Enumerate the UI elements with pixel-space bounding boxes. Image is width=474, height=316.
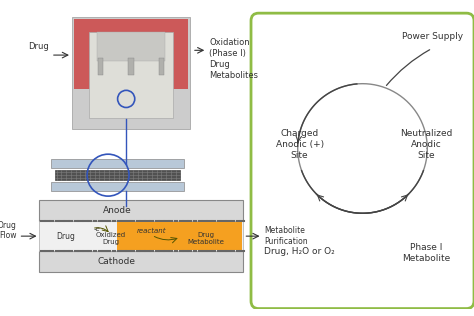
Bar — [51, 159, 184, 168]
Text: Power Supply: Power Supply — [401, 33, 463, 41]
Bar — [55, 170, 181, 180]
Bar — [39, 200, 243, 221]
Text: Drug: Drug — [57, 232, 75, 241]
Text: Drug
Flow: Drug Flow — [0, 221, 17, 240]
Text: Oxidized
Drug: Oxidized Drug — [96, 233, 126, 246]
Text: Phase I
Metabolite: Phase I Metabolite — [402, 243, 450, 263]
Text: Charged
Anodic (+)
Site: Charged Anodic (+) Site — [275, 129, 324, 160]
Text: Drug: Drug — [28, 42, 49, 51]
Bar — [39, 221, 243, 252]
Bar — [128, 58, 134, 75]
Bar — [39, 252, 243, 272]
Bar — [159, 58, 164, 75]
Bar — [89, 32, 173, 118]
Text: Metabolite
Purification: Metabolite Purification — [264, 227, 308, 246]
Bar — [72, 17, 190, 130]
Bar — [98, 58, 103, 75]
Bar — [97, 32, 165, 61]
FancyBboxPatch shape — [251, 13, 474, 308]
Text: Oxidation
(Phase I)
Drug
Metabolites: Oxidation (Phase I) Drug Metabolites — [209, 38, 258, 80]
Text: Anode: Anode — [102, 206, 131, 215]
Bar — [117, 222, 242, 251]
Text: Cathode: Cathode — [98, 257, 136, 266]
Text: reactant: reactant — [137, 228, 167, 234]
Bar — [51, 182, 184, 191]
Text: Drug, H₂O or O₂: Drug, H₂O or O₂ — [264, 247, 335, 256]
Text: Drug
Metabolite: Drug Metabolite — [188, 233, 225, 246]
Bar — [74, 19, 188, 89]
Text: Neutralized
Anodic
Site: Neutralized Anodic Site — [400, 129, 453, 160]
Text: -e: -e — [93, 226, 100, 232]
